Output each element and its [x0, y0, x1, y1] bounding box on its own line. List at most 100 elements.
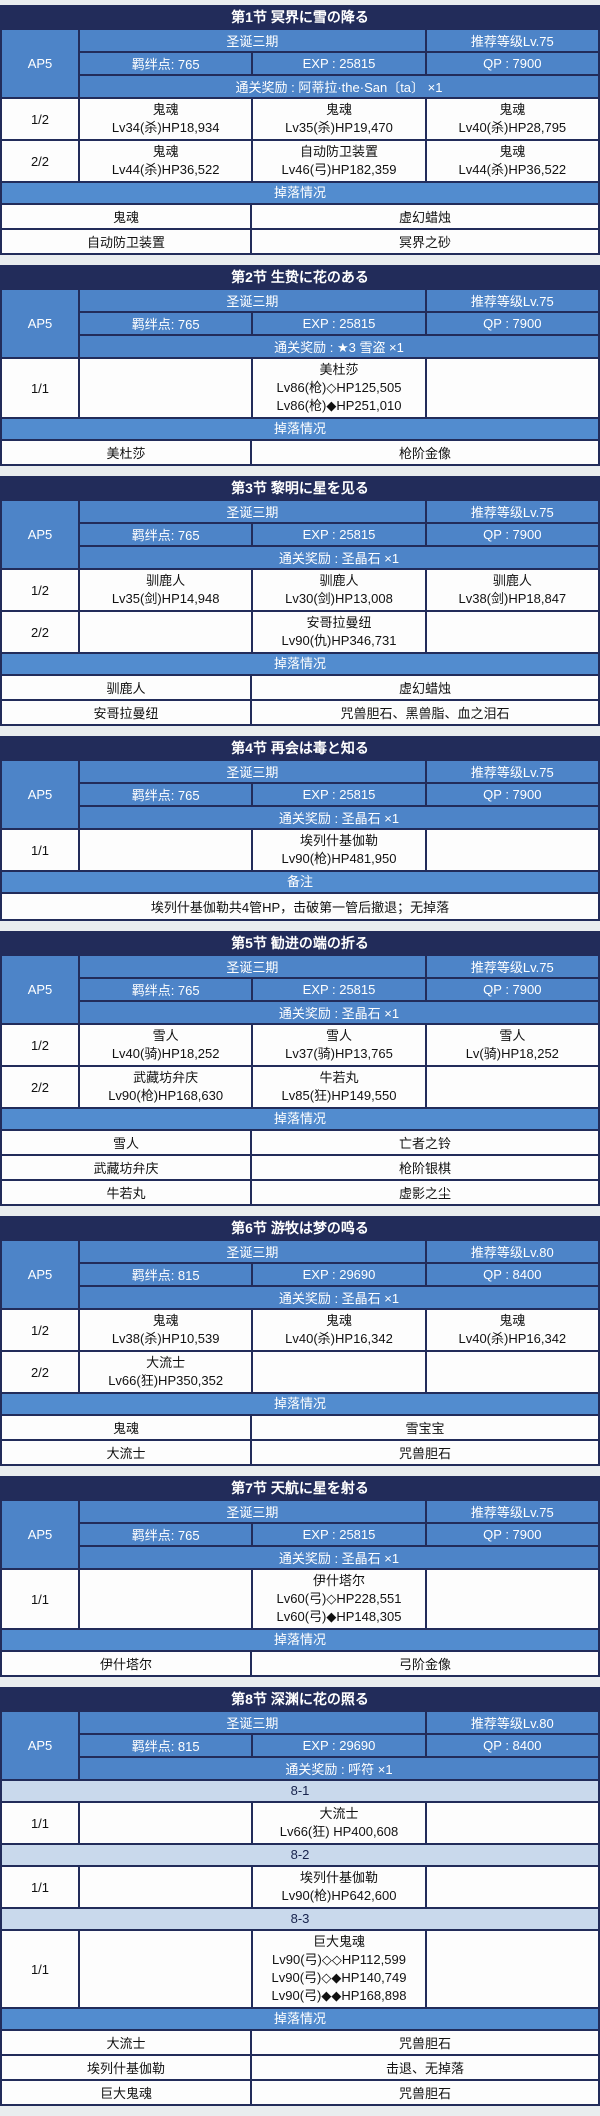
drop-enemy-cell: 武藏坊弁庆: [2, 1156, 250, 1179]
section-header: AP5 圣诞三期 推荐等级Lv.75 羁绊点: 765 EXP : 25815 QP : …: [2, 501, 598, 568]
wave-counter-cell: 1/1: [2, 359, 78, 417]
quest-section-4: 第4节 再会は毒と知る AP5 圣诞三期 推荐等级Lv.75 羁绊点: 765 EXP :…: [0, 736, 600, 921]
drop-items-cell: 咒兽胆石: [252, 1441, 598, 1464]
clear-reward-cell: 通关奖励 : 圣晶石 ×1: [80, 547, 598, 568]
enemy-cell: [426, 1867, 598, 1907]
drop-items-cell: 枪阶金像: [252, 441, 598, 464]
enemy-cell: [426, 830, 598, 870]
enemy-line: Lv90(仇)HP346,731: [281, 633, 397, 648]
enemy-cell: 鬼魂 Lv38(杀)HP10,539: [80, 1310, 252, 1350]
event-name-cell: 圣诞三期: [80, 501, 425, 522]
drop-items-cell: 弓阶金像: [252, 1652, 598, 1675]
wave-counter-cell: 1/2: [2, 1310, 78, 1350]
wave-counter-cell: 1/1: [2, 830, 78, 870]
section-title: 第1节 冥界に雪の降る: [2, 7, 598, 28]
drop-items-cell: 亡者之铃: [252, 1131, 598, 1154]
qp-cell: QP : 7900: [426, 313, 598, 334]
enemy-cell: 鬼魂 Lv40(杀)HP28,795: [426, 99, 598, 139]
battle-row: 1/2 鬼魂 Lv34(杀)HP18,934 鬼魂 Lv35(杀)HP19,470 鬼魂 L…: [2, 99, 598, 139]
drop-enemy-cell: 雪人: [2, 1131, 250, 1154]
enemy-cell: [80, 830, 252, 870]
enemy-line: Lv38(杀)HP10,539: [111, 1331, 220, 1346]
enemy-cell: [426, 1067, 598, 1107]
drop-enemy-cell: 伊什塔尔: [2, 1652, 250, 1675]
wave-counter-cell: 2/2: [2, 1067, 78, 1107]
drop-items-cell: 咒兽胆石: [252, 2081, 598, 2104]
battle-subheader: 8-2: [2, 1845, 598, 1865]
enemy-cell: [426, 1803, 598, 1843]
battle-row: 1/1 巨大鬼魂 Lv90(弓)◇◇HP112,599 Lv90(弓)◇◆HP140,…: [2, 1931, 598, 2007]
enemy-line: Lv(骑)HP18,252: [465, 1046, 559, 1061]
enemy-line: 大流士: [146, 1355, 186, 1370]
exp-cell: EXP : 25815: [253, 524, 425, 545]
enemy-line: Lv46(弓)HP182,359: [281, 162, 397, 177]
drop-row: 美杜莎 枪阶金像: [2, 441, 598, 464]
enemy-cell: 巨大鬼魂 Lv90(弓)◇◇HP112,599 Lv90(弓)◇◆HP140,749…: [253, 1931, 425, 2007]
enemy-line: 驯鹿人: [492, 573, 532, 588]
drop-row: 鬼魂 雪宝宝: [2, 1416, 598, 1439]
enemy-cell: 埃列什基伽勒 Lv90(枪)HP481,950: [253, 830, 425, 870]
drop-row: 大流士 咒兽胆石: [2, 2031, 598, 2054]
bond-points-cell: 羁绊点: 765: [80, 979, 252, 1000]
ap-cost-cell: AP5: [2, 501, 78, 568]
exp-cell: EXP : 25815: [253, 313, 425, 334]
ap-cost-cell: AP5: [2, 30, 78, 97]
drop-row: 鬼魂 虚幻蜡烛: [2, 205, 598, 228]
event-name-cell: 圣诞三期: [80, 1241, 425, 1262]
enemy-line: Lv44(杀)HP36,522: [111, 162, 220, 177]
quest-section-1: 第1节 冥界に雪の降る AP5 圣诞三期 推荐等级Lv.75 羁绊点: 765 EXP :…: [0, 5, 600, 255]
enemy-line: Lv90(弓)◇◇HP112,599: [272, 1952, 406, 1967]
recommended-level-cell: 推荐等级Lv.75: [426, 761, 598, 782]
wave-counter-cell: 1/2: [2, 1025, 78, 1065]
battle-row: 1/2 雪人 Lv40(骑)HP18,252 雪人 Lv37(骑)HP13,765 雪人 L…: [2, 1025, 598, 1065]
wave-counter-cell: 1/1: [2, 1931, 78, 2007]
ap-cost-cell: AP5: [2, 1501, 78, 1568]
recommended-level-cell: 推荐等级Lv.80: [426, 1241, 598, 1262]
drop-row: 雪人 亡者之铃: [2, 1131, 598, 1154]
enemy-line: Lv90(枪)HP168,630: [108, 1088, 224, 1103]
section-header: AP5 圣诞三期 推荐等级Lv.75 羁绊点: 765 EXP : 25815 QP : …: [2, 290, 598, 357]
event-name-cell: 圣诞三期: [80, 30, 425, 51]
drop-items-cell: 雪宝宝: [252, 1416, 598, 1439]
exp-cell: EXP : 25815: [253, 1524, 425, 1545]
enemy-line: 鬼魂: [152, 144, 179, 159]
battle-row: 1/1 美杜莎 Lv86(枪)◇HP125,505 Lv86(枪)◆HP251,010: [2, 359, 598, 417]
enemy-cell: [80, 1867, 252, 1907]
enemy-line: Lv40(杀)HP28,795: [458, 120, 567, 135]
battle-row: 1/1 埃列什基伽勒 Lv90(枪)HP642,600: [2, 1867, 598, 1907]
exp-cell: EXP : 25815: [253, 53, 425, 74]
enemy-cell: 美杜莎 Lv86(枪)◇HP125,505 Lv86(枪)◆HP251,010: [253, 359, 425, 417]
enemy-line: Lv37(骑)HP13,765: [285, 1046, 393, 1061]
qp-cell: QP : 7900: [426, 1524, 598, 1545]
recommended-level-cell: 推荐等级Lv.75: [426, 1501, 598, 1522]
enemy-cell: 大流士 Lv66(狂)HP350,352: [80, 1352, 252, 1392]
quest-section-5: 第5节 勧进の端の折る AP5 圣诞三期 推荐等级Lv.75 羁绊点: 765 EXP :…: [0, 931, 600, 1206]
qp-cell: QP : 8400: [426, 1264, 598, 1285]
enemy-line: 大流士: [319, 1806, 359, 1821]
enemy-line: 伊什塔尔: [312, 1573, 365, 1588]
ap-cost-cell: AP5: [2, 1712, 78, 1779]
battle-row: 1/2 驯鹿人 Lv35(剑)HP14,948 驯鹿人 Lv30(剑)HP13,008 驯…: [2, 570, 598, 610]
enemy-cell: 驯鹿人 Lv30(剑)HP13,008: [253, 570, 425, 610]
enemy-line: Lv44(杀)HP36,522: [458, 162, 567, 177]
qp-cell: QP : 7900: [426, 979, 598, 1000]
bond-points-cell: 羁绊点: 765: [80, 524, 252, 545]
qp-cell: QP : 8400: [426, 1735, 598, 1756]
clear-reward-cell: 通关奖励 : 圣晶石 ×1: [80, 1547, 598, 1568]
drops-header: 掉落情况: [2, 183, 598, 203]
enemy-cell: 自动防卫装置 Lv46(弓)HP182,359: [253, 141, 425, 181]
enemy-cell: [80, 1570, 252, 1628]
bond-points-cell: 羁绊点: 815: [80, 1264, 252, 1285]
drop-enemy-cell: 自动防卫装置: [2, 230, 250, 253]
section-header: AP5 圣诞三期 推荐等级Lv.75 羁绊点: 765 EXP : 25815 QP : …: [2, 761, 598, 828]
enemy-line: Lv40(杀)HP16,342: [458, 1331, 567, 1346]
quest-section-3: 第3节 黎明に星を见る AP5 圣诞三期 推荐等级Lv.75 羁绊点: 765 EXP :…: [0, 476, 600, 726]
bond-points-cell: 羁绊点: 765: [80, 313, 252, 334]
enemy-line: Lv86(枪)◇HP125,505: [276, 380, 402, 395]
recommended-level-cell: 推荐等级Lv.75: [426, 30, 598, 51]
drop-enemy-cell: 美杜莎: [2, 441, 250, 464]
exp-cell: EXP : 25815: [253, 784, 425, 805]
quest-section-2: 第2节 生贽に花のある AP5 圣诞三期 推荐等级Lv.75 羁绊点: 765 EXP :…: [0, 265, 600, 466]
quest-section-7: 第7节 天航に星を射る AP5 圣诞三期 推荐等级Lv.75 羁绊点: 765 EXP :…: [0, 1476, 600, 1677]
bond-points-cell: 羁绊点: 765: [80, 53, 252, 74]
